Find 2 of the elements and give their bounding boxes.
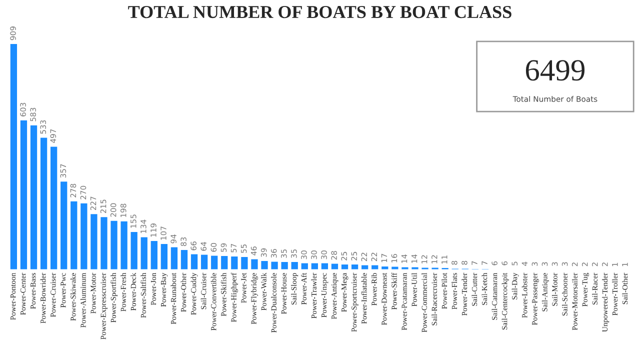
text: 6499 <box>526 60 585 81</box>
chart-title: TOTAL NUMBER OF BOATS BY BOAT CLASS <box>128 6 512 18</box>
